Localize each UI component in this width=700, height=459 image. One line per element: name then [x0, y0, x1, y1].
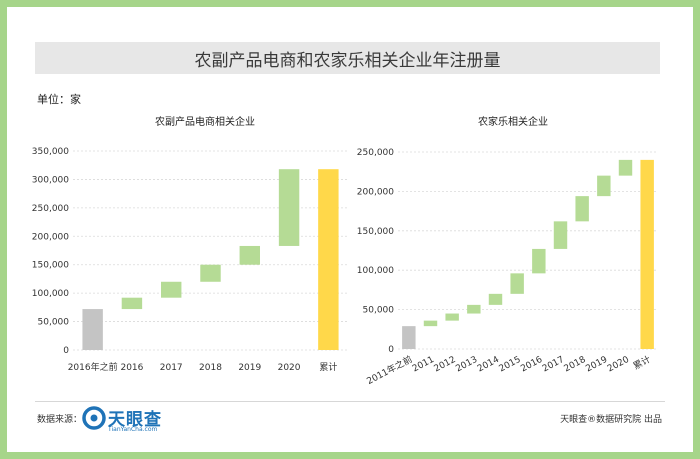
y-tick-label: 350,000: [32, 147, 69, 157]
bar-total: [318, 169, 339, 350]
x-category-label: 2011: [411, 355, 436, 375]
y-tick-label: 50,000: [363, 306, 395, 316]
bar-increment: [575, 196, 589, 222]
logo-subtext: TianYanCha.com: [108, 426, 158, 433]
chart-title: 农副产品电商相关企业: [155, 115, 255, 128]
y-tick-label: 100,000: [357, 266, 394, 276]
y-tick-label: 0: [388, 345, 394, 355]
tianyancha-logo: 天眼查 TianYanCha.com: [82, 405, 192, 435]
bar-increment: [200, 264, 221, 282]
bar-increment: [161, 281, 182, 298]
y-tick-label: 100,000: [32, 289, 69, 299]
bar-base: [402, 326, 416, 349]
bar-increment: [532, 248, 546, 274]
x-category-label: 2014: [476, 355, 501, 375]
x-category-label: 2018: [563, 355, 588, 375]
tianyancha-logo-icon: [82, 406, 106, 430]
x-category-label: 2019: [238, 363, 261, 373]
bar-total: [640, 159, 654, 349]
title-bar: 农副产品电商和农家乐相关企业年注册量: [35, 42, 660, 74]
source-label: 数据来源：: [37, 415, 83, 425]
bar-increment: [445, 313, 459, 321]
y-tick-label: 0: [63, 346, 69, 356]
x-category-label: 累计: [631, 353, 653, 372]
x-category-label: 2018: [199, 363, 222, 373]
x-category-label: 累计: [319, 361, 337, 373]
y-tick-label: 250,000: [357, 148, 394, 158]
bar-increment: [239, 245, 260, 265]
bar-increment: [510, 273, 524, 294]
unit-label: 单位：家: [37, 93, 81, 106]
page-title: 农副产品电商和农家乐相关企业年注册量: [194, 50, 501, 71]
bar-increment: [121, 297, 143, 310]
bar-increment: [278, 169, 300, 246]
bar-increment: [553, 221, 568, 249]
x-category-label: 2011年之前: [365, 353, 415, 387]
bar-increment: [423, 320, 438, 327]
bar-base: [82, 309, 103, 350]
chart-title: 农家乐相关企业: [478, 115, 548, 128]
y-tick-label: 150,000: [357, 227, 394, 237]
x-category-label: 2017: [541, 355, 566, 375]
x-category-label: 2016: [519, 355, 544, 375]
bar-increment: [488, 293, 503, 305]
x-category-label: 2019: [584, 355, 609, 375]
y-tick-label: 250,000: [32, 204, 69, 214]
x-category-label: 2013: [454, 355, 479, 375]
y-tick-label: 300,000: [32, 175, 69, 185]
bar-increment: [618, 159, 633, 176]
footer-divider: [35, 401, 665, 402]
x-category-label: 2020: [606, 355, 631, 375]
bar-increment: [597, 175, 611, 197]
x-category-label: 2020: [278, 363, 301, 373]
y-tick-label: 200,000: [32, 232, 69, 242]
credit-label: 天眼查®数据研究院 出品: [560, 415, 662, 425]
x-category-label: 2016年之前: [68, 361, 118, 373]
y-tick-label: 200,000: [357, 187, 394, 197]
logo-text: 天眼查: [108, 410, 162, 430]
bar-increment: [467, 304, 481, 314]
y-tick-label: 150,000: [32, 261, 69, 271]
x-category-label: 2012: [433, 355, 458, 375]
x-category-label: 2017: [160, 363, 183, 373]
x-category-label: 2015: [498, 355, 523, 375]
x-category-label: 2016: [120, 363, 143, 373]
y-tick-label: 50,000: [38, 318, 70, 328]
